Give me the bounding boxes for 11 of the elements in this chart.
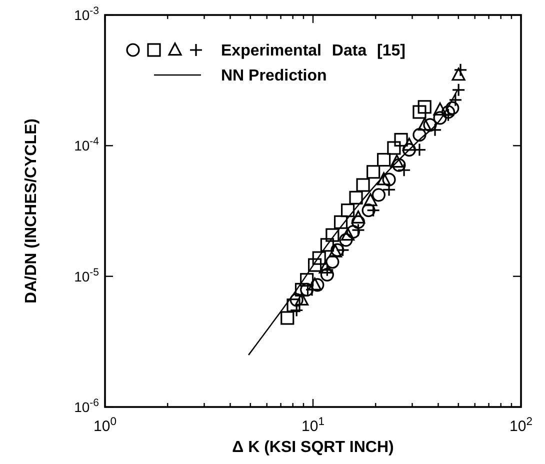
x-tick-label: 10$^{0}$	[94, 416, 116, 435]
y-tick-label: 10$^{-5}$	[74, 266, 100, 284]
y-tick-label: 10$^{-4}$	[74, 136, 100, 154]
y-axis-title: DA/DN (INCHES/CYCLE)	[23, 118, 40, 304]
legend-label: Experimental Data [15]	[221, 42, 406, 60]
legend-label: NN Prediction	[221, 68, 327, 84]
x-tick-label: 10$^{1}$	[302, 416, 324, 435]
x-tick-label: 10$^{2}$	[510, 416, 532, 435]
x-axis-title: Δ K (KSI SQRT INCH)	[232, 439, 394, 456]
y-tick-label: 10$^{-3}$	[74, 5, 100, 23]
y-tick-label: 10$^{-6}$	[74, 397, 100, 415]
